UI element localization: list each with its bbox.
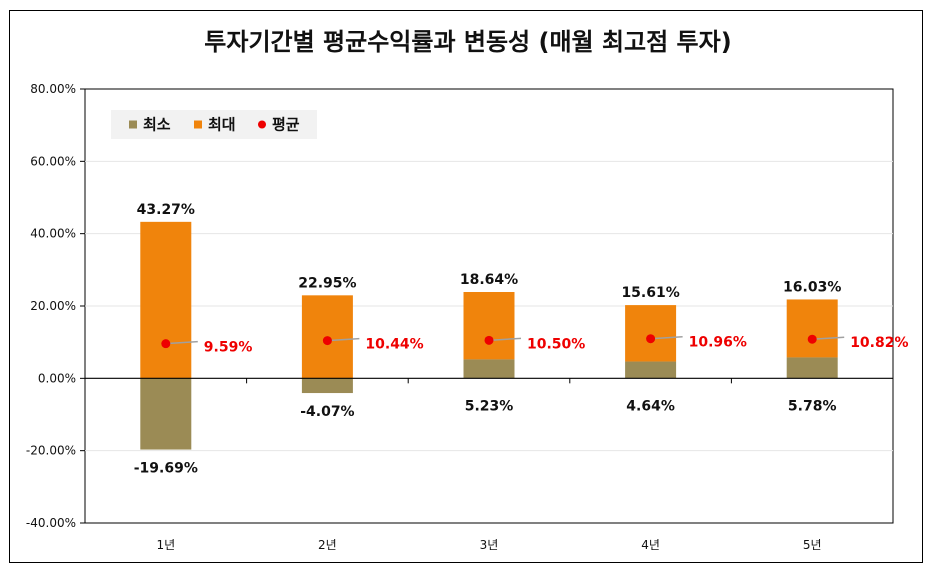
y-tick-label: 60.00% xyxy=(30,154,76,168)
chart-title: 투자기간별 평균수익률과 변동성 (매월 최고점 투자) xyxy=(204,28,732,56)
avg-leader-line xyxy=(812,336,845,340)
max-data-label: 22.95% xyxy=(298,275,356,291)
y-tick-label: -40.00% xyxy=(26,516,76,530)
min-data-label: 5.23% xyxy=(465,398,514,414)
min-data-label: 5.78% xyxy=(788,398,837,414)
x-tick-label: 3년 xyxy=(480,538,499,552)
y-tick-label: 20.00% xyxy=(30,299,76,313)
bar-max xyxy=(140,221,192,379)
max-data-label: 43.27% xyxy=(137,202,195,218)
avg-data-label: 9.59% xyxy=(204,340,253,356)
legend-box xyxy=(111,110,317,139)
bar-min xyxy=(786,357,838,379)
max-data-label: 16.03% xyxy=(783,279,841,295)
x-tick-label: 1년 xyxy=(156,538,175,552)
avg-point xyxy=(484,335,494,345)
x-tick-label: 5년 xyxy=(803,538,822,552)
avg-data-label: 10.44% xyxy=(365,337,423,353)
min-data-label: 4.64% xyxy=(626,398,675,414)
avg-data-label: 10.82% xyxy=(850,335,908,351)
min-data-label: -19.69% xyxy=(134,461,198,477)
bar-min xyxy=(463,359,515,379)
legend-label: 최대 xyxy=(208,116,236,134)
avg-data-label: 10.96% xyxy=(689,335,747,351)
avg-data-label: 10.50% xyxy=(527,336,585,352)
bar-max xyxy=(786,299,838,358)
legend-label: 평균 xyxy=(272,116,300,134)
bar-min xyxy=(625,361,677,379)
y-tick-label: 80.00% xyxy=(30,82,76,96)
max-data-label: 18.64% xyxy=(460,272,518,288)
legend-swatch xyxy=(129,120,137,129)
legend-marker xyxy=(258,120,266,129)
avg-point xyxy=(646,334,656,344)
max-data-label: 15.61% xyxy=(621,285,679,301)
avg-leader-line xyxy=(488,337,522,342)
y-tick-label: 0.00% xyxy=(38,371,76,385)
y-tick-label: -20.00% xyxy=(26,444,76,458)
x-tick-label: 2년 xyxy=(318,538,337,552)
bar-max xyxy=(463,292,515,360)
legend-label: 최소 xyxy=(143,116,171,134)
legend-swatch xyxy=(194,120,202,129)
y-tick-label: 40.00% xyxy=(30,227,76,241)
avg-leader-line xyxy=(327,337,360,342)
avg-leader-line xyxy=(165,340,198,345)
avg-point xyxy=(807,334,817,344)
bar-min xyxy=(140,378,192,450)
avg-point xyxy=(161,339,171,349)
avg-point xyxy=(322,336,332,346)
x-tick-label: 4년 xyxy=(641,538,660,552)
bar-min xyxy=(301,378,353,394)
min-data-label: -4.07% xyxy=(300,404,354,420)
bar-max xyxy=(625,305,677,362)
avg-leader-line xyxy=(650,335,683,340)
